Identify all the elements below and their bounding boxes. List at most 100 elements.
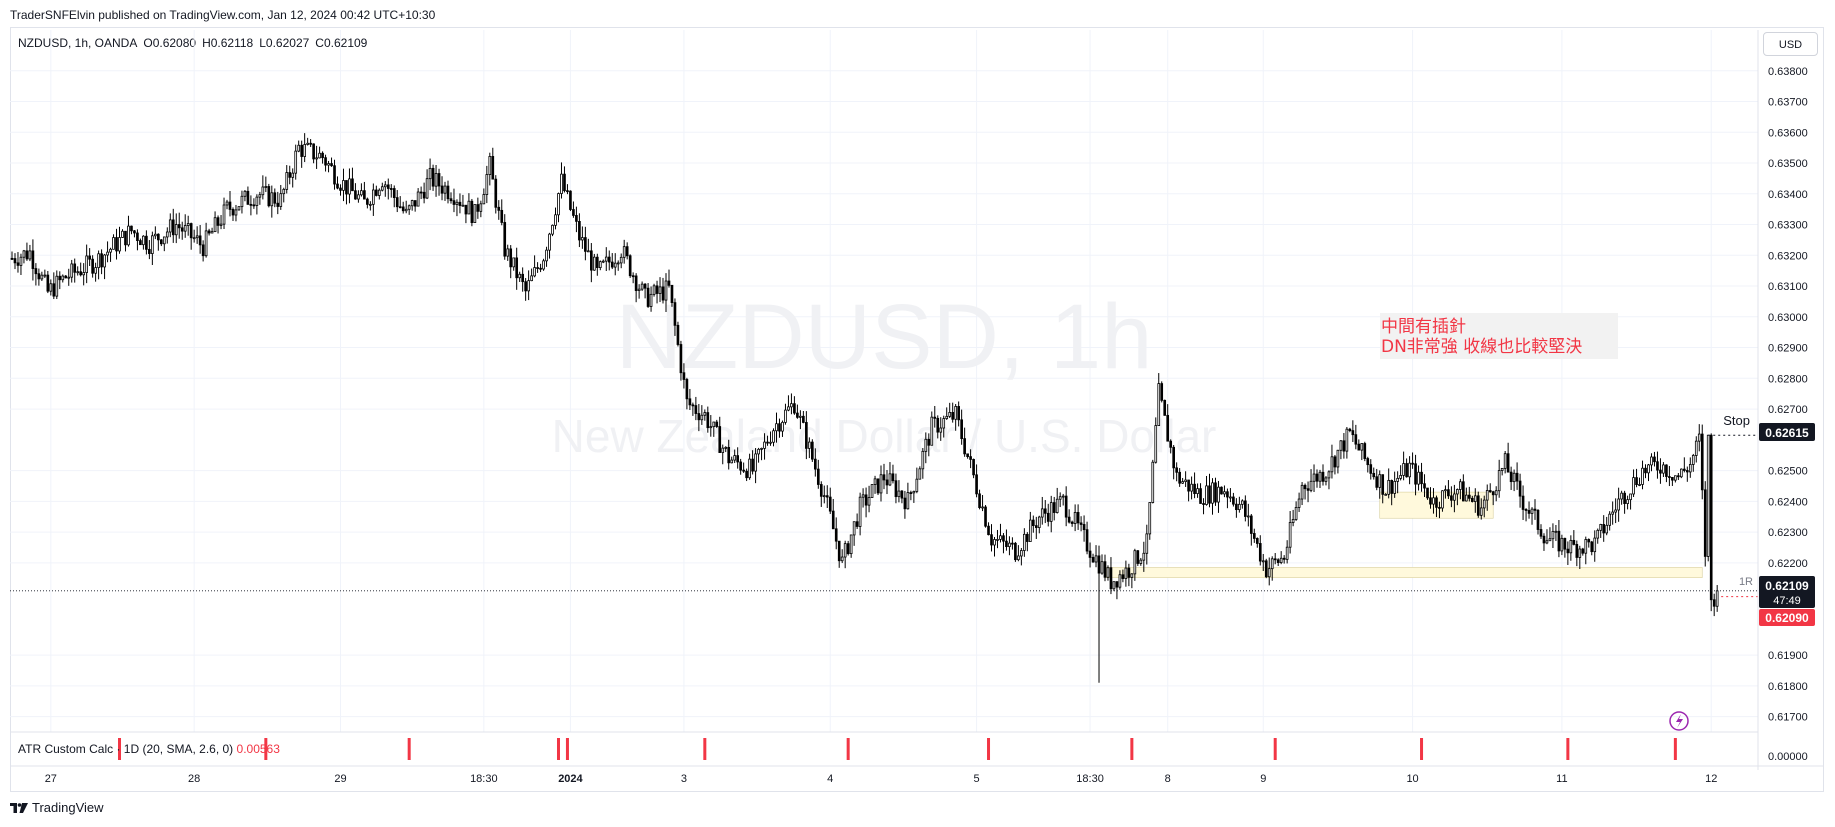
candle-body (64, 275, 68, 279)
candle-body (300, 144, 303, 157)
candle-body (139, 240, 142, 246)
candle-body (186, 223, 190, 226)
candle-body (1581, 548, 1585, 554)
candle-body (1214, 482, 1217, 503)
candle-body (330, 163, 333, 167)
candle-body (228, 201, 232, 210)
candle-body (1470, 497, 1474, 502)
candle-body (849, 534, 853, 555)
candle-body (1085, 529, 1089, 552)
candle-body (715, 421, 719, 427)
candle-body (793, 403, 796, 414)
candle-body (733, 455, 737, 461)
candle-body (996, 538, 999, 541)
atr-indicator-label[interactable]: ATR Custom Calc · 1D (20, SMA, 2.6, 0) 0… (18, 742, 280, 756)
candle-body (109, 248, 112, 253)
candle-body (1674, 475, 1677, 481)
candle-body (999, 535, 1002, 540)
candle-body (1685, 470, 1689, 473)
candle-body (1106, 567, 1110, 578)
candle-body (769, 441, 772, 444)
candle-body (1348, 428, 1352, 432)
candle-body (375, 189, 378, 196)
currency-button[interactable]: USD (1763, 32, 1818, 56)
candle-body (157, 233, 160, 241)
candle-body (488, 156, 492, 175)
candle-body (103, 254, 106, 268)
candle-body (1503, 453, 1507, 469)
candle-body (831, 510, 835, 530)
candle-body (533, 267, 536, 277)
candle-body (58, 275, 62, 281)
price-tick-label: 0.62700 (1768, 404, 1808, 416)
candle-body (10, 257, 14, 260)
candle-body (31, 250, 35, 269)
candle-body (312, 143, 315, 160)
candle-body (840, 556, 844, 562)
candle-body (1073, 512, 1077, 524)
atr-marker (118, 738, 122, 760)
candle-body (1017, 555, 1020, 561)
candle-body (754, 453, 757, 472)
annotation-line-2[interactable]: DN非常強 收線也比較堅決 (1381, 337, 1582, 357)
candle-body (225, 201, 229, 206)
lightning-icon[interactable] (1669, 711, 1689, 731)
candle-body (628, 255, 632, 277)
candle-body (936, 417, 940, 433)
candle-body (1584, 539, 1588, 554)
candle-body (939, 427, 943, 433)
candle-body (1196, 488, 1199, 494)
tradingview-footer[interactable]: TradingView (10, 800, 104, 815)
candle-body (581, 237, 584, 241)
candle-body (297, 144, 301, 152)
candle-body (342, 180, 345, 191)
candle-body (634, 275, 638, 291)
candle-body (1593, 537, 1597, 553)
symbol-name[interactable]: NZDUSD, 1h, OANDA (18, 36, 138, 50)
candle-body (37, 273, 41, 280)
stop-price-badge: 0.62615 (1765, 426, 1809, 440)
candle-body (1127, 567, 1131, 578)
candle-body (1551, 530, 1555, 540)
candle-body (1462, 481, 1465, 502)
close-value: C0.62109 (315, 36, 368, 50)
candle-body (1494, 490, 1498, 496)
annotation-line-1[interactable]: 中間有插針 (1381, 317, 1466, 337)
candle-body (1709, 434, 1713, 601)
atr-marker (846, 738, 850, 760)
candle-body (34, 268, 38, 275)
candle-body (452, 200, 456, 205)
candle-body (557, 193, 560, 216)
candle-body (584, 237, 587, 252)
candle-body (539, 267, 542, 270)
candle-body (1357, 443, 1361, 451)
candle-body (987, 525, 990, 536)
candle-body (667, 280, 671, 286)
candle-body (162, 236, 166, 245)
candle-body (802, 415, 805, 423)
candle-body (861, 494, 865, 498)
candle-body (192, 237, 196, 240)
candle-body (1417, 471, 1420, 485)
candle-body (981, 506, 984, 509)
candle-body (545, 249, 548, 262)
candle-body (106, 251, 109, 256)
candle-body (1441, 490, 1444, 509)
candle-body (261, 186, 265, 196)
candle-body (924, 438, 928, 452)
candle-body (616, 262, 620, 265)
candle-body (22, 250, 26, 258)
candle-body (670, 284, 674, 304)
candle-body (1070, 521, 1074, 524)
candle-body (1396, 477, 1399, 482)
candle-body (515, 257, 519, 279)
candle-body (1381, 474, 1385, 495)
candle-body (846, 543, 850, 555)
candle-body (180, 227, 184, 232)
candle-body (1043, 508, 1047, 514)
candle-body (787, 406, 790, 411)
candle-body (97, 253, 100, 268)
candle-body (500, 209, 504, 223)
candle-body (1712, 599, 1716, 607)
